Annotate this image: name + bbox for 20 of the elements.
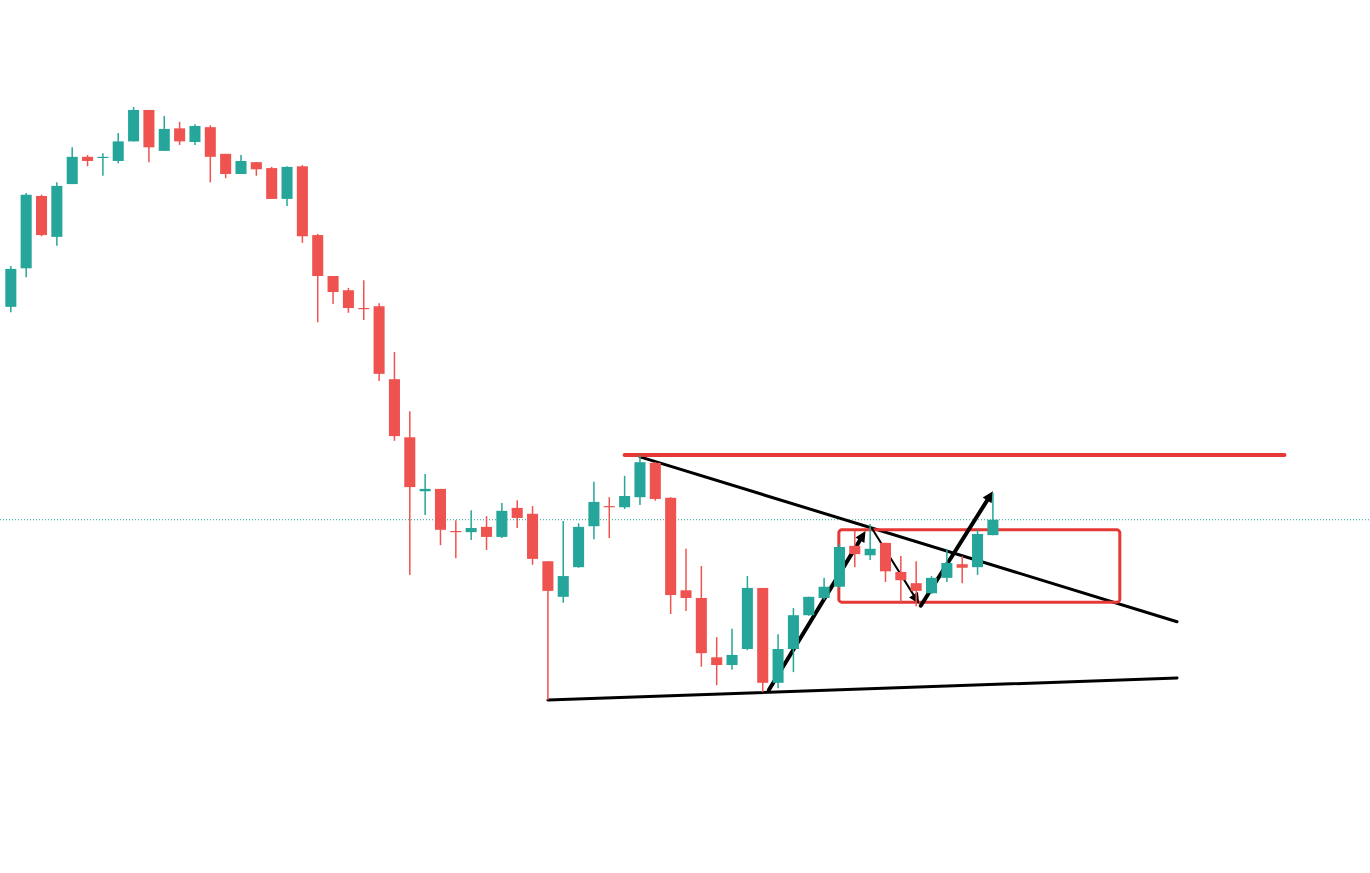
candlestick: [818, 577, 830, 601]
candlestick: [327, 275, 339, 305]
candlestick: [864, 523, 876, 561]
candlestick: [112, 132, 124, 165]
candlestick: [557, 520, 569, 604]
candlestick: [189, 123, 201, 146]
candlestick: [726, 628, 738, 671]
candlestick: [511, 499, 523, 529]
candlestick: [174, 121, 186, 146]
candlestick: [849, 530, 861, 568]
candlestick: [956, 555, 968, 584]
candlestick: [895, 555, 907, 603]
candlestick: [158, 115, 170, 152]
candlestick: [342, 287, 354, 314]
candlestick: [220, 153, 232, 179]
candlestick: [941, 548, 953, 583]
candlestick: [680, 548, 692, 612]
candlestick: [619, 475, 631, 510]
candlestick: [711, 636, 723, 686]
candlestick: [480, 515, 493, 551]
